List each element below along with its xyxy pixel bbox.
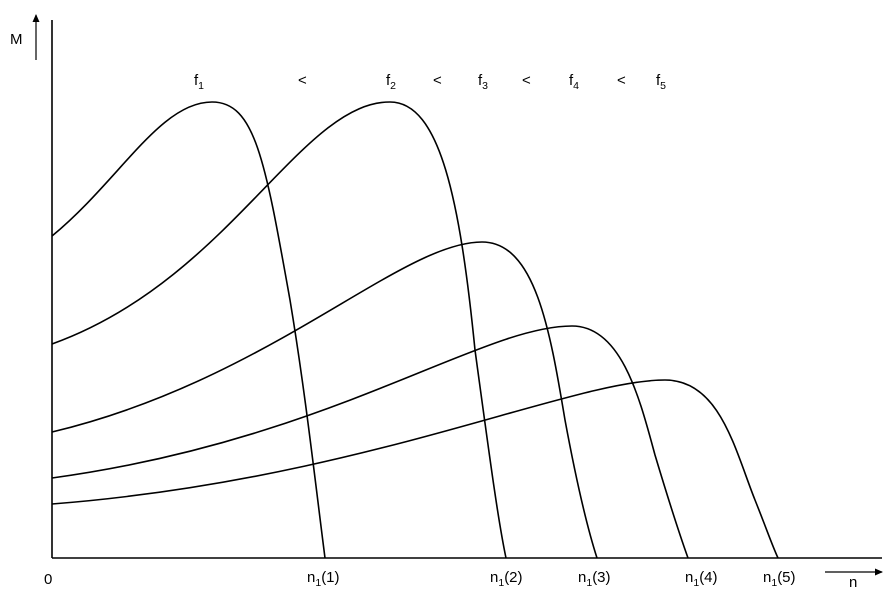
y-axis-label: M	[10, 31, 23, 48]
less-than-sign: <	[522, 72, 531, 89]
torque-curve-f4	[51, 325, 689, 559]
torque-curves	[51, 101, 779, 559]
less-than-sign: <	[617, 72, 626, 89]
frequency-label-f1: f1	[194, 72, 204, 92]
n-axis-arrow	[825, 568, 883, 576]
frequency-labels: f1 < f2 < f3 < f4 < f5	[194, 72, 666, 92]
frequency-label-f5: f5	[656, 72, 666, 92]
speed-tick-n1-1: n1(1)	[307, 569, 340, 589]
torque-curve-f2	[51, 101, 507, 559]
less-than-sign: <	[433, 72, 442, 89]
torque-curve-f5	[51, 379, 779, 559]
speed-tick-labels: n1(1) n1(2) n1(3) n1(4) n1(5)	[307, 569, 796, 589]
speed-tick-n1-5: n1(5)	[763, 569, 796, 589]
origin-label: 0	[44, 571, 52, 588]
m-axis-arrow	[32, 14, 40, 60]
x-axis-label: n	[849, 574, 857, 591]
frequency-label-f2: f2	[386, 72, 396, 92]
less-than-sign: <	[298, 72, 307, 89]
speed-tick-n1-2: n1(2)	[490, 569, 523, 589]
torque-curve-f1	[51, 101, 326, 559]
speed-tick-n1-4: n1(4)	[685, 569, 718, 589]
speed-tick-n1-3: n1(3)	[578, 569, 611, 589]
frequency-label-f3: f3	[478, 72, 488, 92]
torque-curve-f3	[51, 241, 598, 559]
frequency-label-f4: f4	[569, 72, 579, 92]
